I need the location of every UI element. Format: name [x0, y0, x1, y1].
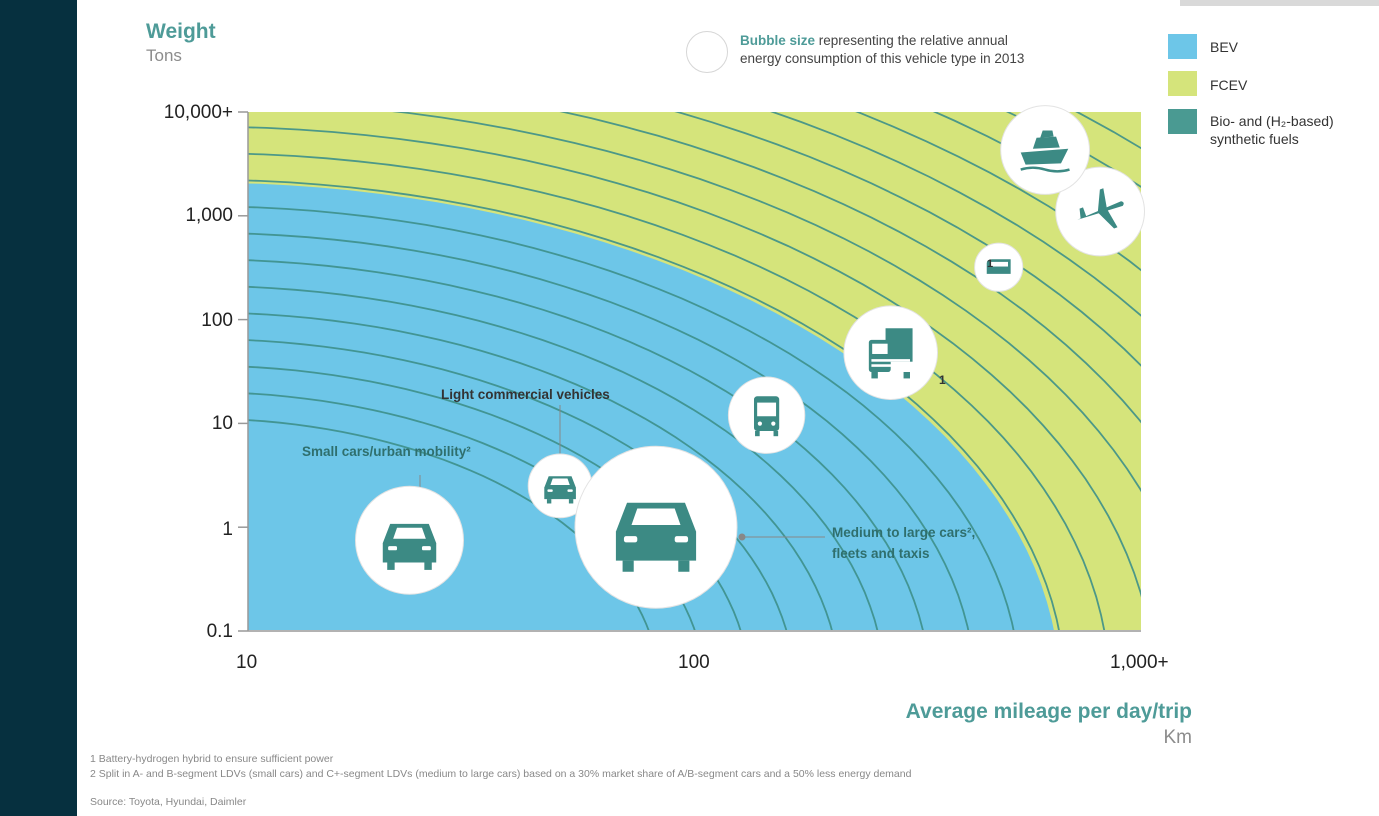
- bubble-size-note: Bubble size representing the relative an…: [740, 33, 1025, 66]
- footnote-1: 1 Battery-hydrogen hybrid to ensure suff…: [90, 753, 334, 765]
- truck-footnote-marker: 1: [939, 373, 946, 387]
- car-icon: [615, 502, 697, 572]
- bubble-size-key-icon: [686, 31, 728, 73]
- annotation-medium-cars: Medium to large cars², fleets and taxis: [832, 525, 976, 561]
- vehicle-bubbles: [355, 105, 1145, 609]
- y-tick-label-0-1: 0.1: [206, 621, 233, 642]
- y-tick-label-10000: 10,000+: [163, 102, 233, 123]
- bubble-ship: [1000, 105, 1090, 195]
- legend-swatch-synthetic: [1168, 109, 1197, 134]
- bubble-plane: [1055, 166, 1145, 257]
- y-tick-label-100: 100: [201, 310, 233, 331]
- bubble-truck: [843, 305, 939, 401]
- bubble-bus: [727, 376, 806, 454]
- y-axis-title: Weight: [146, 20, 216, 43]
- legend-swatch-bev: [1168, 34, 1197, 59]
- x-axis-title: Average mileage per day/trip: [905, 700, 1192, 723]
- y-tick-label-1000: 1,000: [185, 205, 233, 226]
- legend-swatch-fcev: [1168, 71, 1197, 96]
- x-tick-label-10: 10: [236, 652, 258, 673]
- x-tick-label-100: 100: [678, 652, 710, 673]
- y-axis-ticks: [238, 111, 248, 632]
- bubble-medium-to-large-cars-fleets-and-taxis: [574, 445, 738, 609]
- bubble-light-commercial-vehicles: [527, 453, 593, 519]
- bubble-circle: [1000, 105, 1090, 195]
- window-top-edge: [1180, 0, 1379, 6]
- x-tick-label-1000: 1,000+: [1110, 652, 1169, 673]
- truck-icon: [868, 328, 913, 379]
- train-footnote-marker: 1: [987, 258, 994, 270]
- van-icon: [544, 476, 576, 504]
- bubble-train: [974, 242, 1024, 292]
- bubble-small-cars-urban-mobility: [355, 485, 464, 595]
- chart-axes: [247, 112, 1141, 632]
- energy-contour-bands: [248, 112, 1141, 630]
- x-axis-unit: Km: [1163, 727, 1193, 748]
- y-tick-label-1: 1: [222, 519, 233, 540]
- y-axis-unit: Tons: [146, 46, 182, 65]
- left-sidebar-bar: [0, 0, 77, 816]
- annotation-small-cars: Small cars/urban mobility²: [302, 444, 471, 459]
- plane-icon: [1077, 188, 1124, 229]
- annotation-light-commercial: Light commercial vehicles: [441, 387, 610, 402]
- train-icon: [986, 259, 1011, 274]
- car-icon: [382, 523, 437, 570]
- legend-label-bev: BEV: [1210, 39, 1239, 55]
- legend-label-fcev: FCEV: [1210, 77, 1248, 93]
- legend-label-synthetic: Bio- and (H₂-based) synthetic fuels: [1210, 113, 1334, 147]
- ship-icon: [1020, 130, 1070, 173]
- source-note: Source: Toyota, Hyundai, Daimler: [90, 796, 247, 808]
- bus-icon: [753, 396, 780, 437]
- footnote-2: 2 Split in A- and B-segment LDVs (small …: [90, 768, 912, 780]
- y-tick-label-10: 10: [211, 413, 233, 434]
